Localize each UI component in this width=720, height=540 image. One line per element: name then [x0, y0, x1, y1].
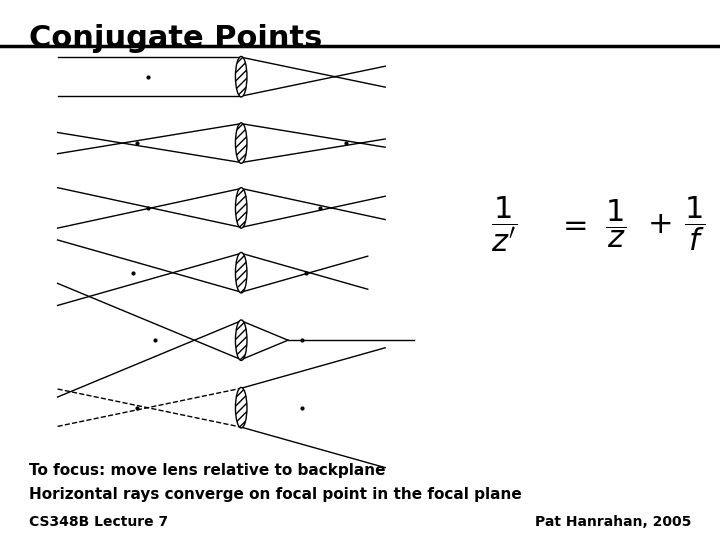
Ellipse shape — [235, 252, 247, 293]
Ellipse shape — [235, 123, 247, 163]
Text: Pat Hanrahan, 2005: Pat Hanrahan, 2005 — [535, 515, 691, 529]
Text: $=$: $=$ — [557, 210, 588, 239]
Text: $\dfrac{1}{z}$: $\dfrac{1}{z}$ — [605, 198, 626, 251]
Ellipse shape — [235, 187, 247, 228]
Text: $\dfrac{1}{f}$: $\dfrac{1}{f}$ — [684, 195, 706, 253]
Text: Conjugate Points: Conjugate Points — [29, 24, 322, 53]
Text: CS348B Lecture 7: CS348B Lecture 7 — [29, 515, 168, 529]
Ellipse shape — [235, 388, 247, 428]
Ellipse shape — [235, 56, 247, 97]
Text: Horizontal rays converge on focal point in the focal plane: Horizontal rays converge on focal point … — [29, 487, 521, 502]
Text: To focus: move lens relative to backplane: To focus: move lens relative to backplan… — [29, 463, 385, 478]
Ellipse shape — [235, 320, 247, 361]
Text: $+$: $+$ — [647, 210, 671, 239]
Text: $\dfrac{1}{z^{\prime}}$: $\dfrac{1}{z^{\prime}}$ — [491, 194, 517, 254]
